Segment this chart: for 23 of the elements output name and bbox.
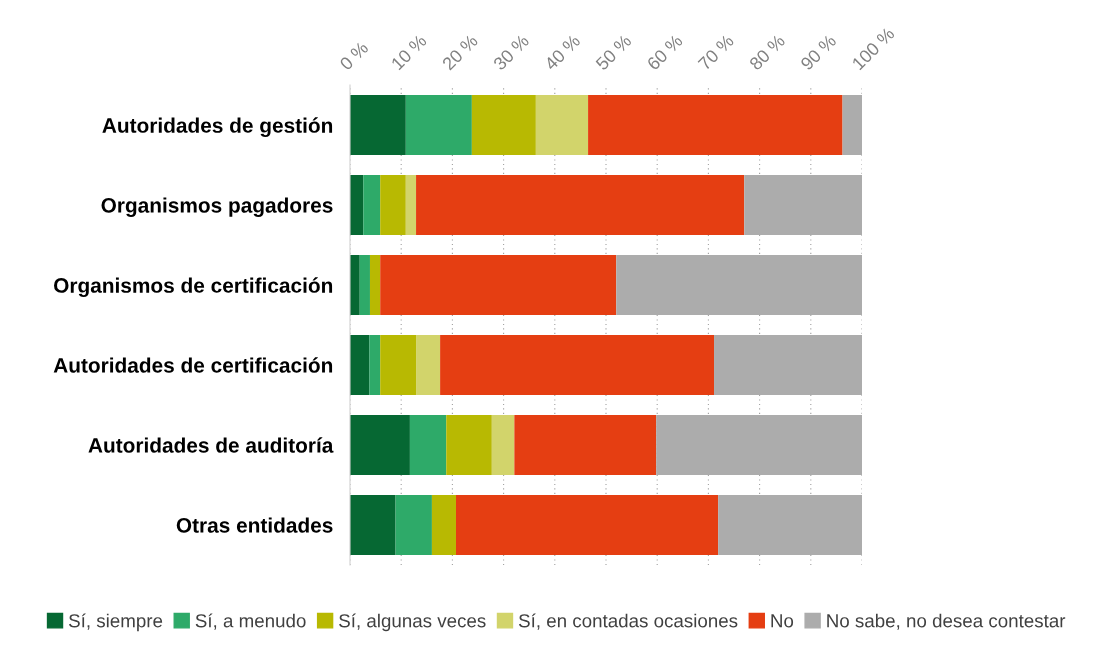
x-tick-label: 20 % — [441, 33, 479, 71]
x-tick-label: 10 % — [390, 33, 428, 71]
x-tick-label: 30 % — [492, 33, 530, 71]
x-tick-label: 60 % — [646, 33, 684, 71]
y-tick-label: Otras entidades — [176, 517, 333, 533]
legend-label: No sabe, no desea contestar — [827, 613, 1066, 630]
y-tick-label: Autoridades de certificación — [53, 357, 333, 373]
legend-label: Sí, siempre — [69, 613, 163, 632]
y-tick-label: Autoridades de gestión — [102, 117, 333, 138]
y-tick-label: Organismos pagadores — [101, 197, 333, 217]
x-tick-label: 90 % — [799, 33, 837, 71]
x-tick-label: 70 % — [697, 33, 735, 71]
legend-label: Sí, en contadas ocasiones — [518, 613, 738, 630]
legend-label: Sí, a menudo — [195, 613, 306, 630]
x-tick-label: 50 % — [594, 33, 633, 71]
x-tick-label: 0 % — [338, 40, 370, 71]
x-tick-label: 80 % — [748, 33, 786, 71]
y-tick-label: Organismos de certificación — [54, 277, 333, 298]
x-tick-label: 100 % — [851, 26, 896, 71]
x-tick-label: 40 % — [543, 33, 581, 72]
legend-label: Sí, algunas veces — [339, 613, 486, 632]
y-tick-label: Autoridades de auditoría — [88, 437, 334, 453]
legend-label: No — [771, 614, 794, 628]
